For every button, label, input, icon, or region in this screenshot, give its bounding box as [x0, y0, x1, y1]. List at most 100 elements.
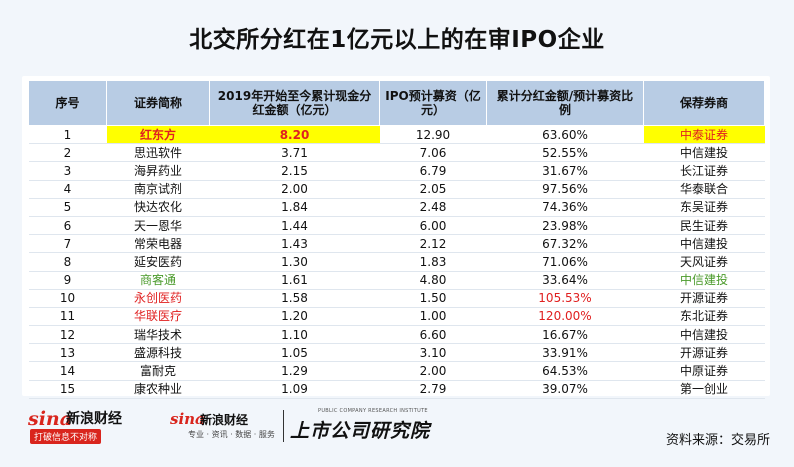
- cell-name: 盛源科技: [106, 343, 210, 363]
- research-institute-logo: PUBLIC COMPANY RESEARCH INSTITUTE 上市公司研究…: [290, 404, 430, 446]
- table-container: 序号 证券简称 2019年开始至今累计现金分红金额（亿元） IPO预计募资（亿元…: [22, 76, 770, 399]
- header-dividend: 2019年开始至今累计现金分红金额（亿元）: [209, 80, 380, 126]
- sina2-logo-cn: 新浪财经: [200, 413, 249, 427]
- cell-ratio: 71.06%: [486, 252, 644, 272]
- table-row: 13 盛源科技 1.05 3.10 33.91% 开源证券: [28, 343, 765, 363]
- cell-ipo: 3.10: [379, 343, 487, 363]
- table-row: 5 快达农化 1.84 2.48 74.36% 东吴证券: [28, 198, 765, 217]
- cell-ipo: 6.79: [379, 161, 487, 181]
- table-row: 1 红东方 8.20 12.90 63.60% 中泰证券: [28, 125, 765, 145]
- header-no: 序号: [28, 80, 107, 126]
- ipo-dividend-table: 序号 证券简称 2019年开始至今累计现金分红金额（亿元） IPO预计募资（亿元…: [28, 80, 765, 399]
- sina-finance-logo-secondary: sina 新浪财经 专业 · 资讯 · 数据 · 服务: [170, 410, 280, 446]
- cell-broker: 中信建投: [643, 234, 765, 254]
- cell-dividend: 1.09: [209, 380, 380, 399]
- table-row: 8 延安医药 1.30 1.83 71.06% 天风证券: [28, 252, 765, 272]
- table-row: 3 海昇药业 2.15 6.79 31.67% 长江证券: [28, 161, 765, 181]
- cell-ratio: 64.53%: [486, 361, 644, 381]
- cell-name: 华联医疗: [106, 307, 210, 327]
- sina-slogan: 打破信息不对称: [30, 429, 102, 444]
- cell-name: 永创医药: [106, 289, 210, 308]
- cell-ipo: 12.90: [379, 125, 487, 145]
- cell-broker: 中信建投: [643, 271, 765, 290]
- cell-ipo: 2.12: [379, 234, 487, 254]
- header-ratio: 累计分红金额/预计募资比例: [486, 80, 644, 126]
- logo-divider: [283, 410, 284, 442]
- sina2-tagline: 专业 · 资讯 · 数据 · 服务: [188, 430, 275, 439]
- table-row: 14 富耐克 1.29 2.00 64.53% 中原证券: [28, 361, 765, 381]
- cell-ipo: 6.60: [379, 325, 487, 345]
- cell-name: 南京试剂: [106, 180, 210, 199]
- cell-dividend: 1.44: [209, 216, 380, 236]
- cell-no: 4: [28, 180, 107, 199]
- cell-no: 3: [28, 161, 107, 181]
- cell-ratio: 52.55%: [486, 143, 644, 163]
- cell-no: 14: [28, 361, 107, 381]
- sina2-logo-word: sina: [170, 410, 205, 428]
- cell-no: 5: [28, 198, 107, 217]
- cell-dividend: 1.10: [209, 325, 380, 345]
- page-title: 北交所分红在1亿元以上的在审IPO企业: [189, 27, 605, 53]
- cell-no: 15: [28, 380, 107, 399]
- cell-broker: 民生证券: [643, 216, 765, 236]
- table-row: 11 华联医疗 1.20 1.00 120.00% 东北证券: [28, 307, 765, 327]
- cell-name: 思迅软件: [106, 143, 210, 163]
- cell-dividend: 1.29: [209, 361, 380, 381]
- table-header-row: 序号 证券简称 2019年开始至今累计现金分红金额（亿元） IPO预计募资（亿元…: [28, 80, 765, 126]
- cell-ratio: 105.53%: [486, 289, 644, 308]
- cell-ipo: 1.50: [379, 289, 487, 308]
- cell-name: 延安医药: [106, 252, 210, 272]
- cell-name: 富耐克: [106, 361, 210, 381]
- table-row: 6 天一恩华 1.44 6.00 23.98% 民生证券: [28, 216, 765, 236]
- cell-broker: 华泰联合: [643, 180, 765, 199]
- cell-broker: 开源证券: [643, 343, 765, 363]
- header-broker: 保荐券商: [643, 80, 765, 126]
- cell-dividend: 1.61: [209, 271, 380, 290]
- cell-no: 2: [28, 143, 107, 163]
- cell-ipo: 2.00: [379, 361, 487, 381]
- cell-dividend: 1.84: [209, 198, 380, 217]
- cell-broker: 开源证券: [643, 289, 765, 308]
- sina-finance-logo: sina 新浪财经 打破信息不对称: [28, 404, 148, 444]
- cell-name: 瑞华技术: [106, 325, 210, 345]
- header-name: 证券简称: [106, 80, 210, 126]
- cell-no: 6: [28, 216, 107, 236]
- cell-ratio: 33.91%: [486, 343, 644, 363]
- cell-ratio: 31.67%: [486, 161, 644, 181]
- table-row: 9 商客通 1.61 4.80 33.64% 中信建投: [28, 271, 765, 290]
- cell-broker: 中信建投: [643, 143, 765, 163]
- cell-dividend: 2.00: [209, 180, 380, 199]
- sina-logo-cn: 新浪财经: [66, 411, 122, 427]
- cell-dividend: 1.05: [209, 343, 380, 363]
- cell-name: 康农种业: [106, 380, 210, 399]
- cell-no: 13: [28, 343, 107, 363]
- cell-dividend: 8.20: [209, 125, 380, 145]
- cell-name: 海昇药业: [106, 161, 210, 181]
- cell-broker: 东北证券: [643, 307, 765, 327]
- cell-broker: 中信建投: [643, 325, 765, 345]
- table-row: 2 思迅软件 3.71 7.06 52.55% 中信建投: [28, 143, 765, 163]
- cell-no: 11: [28, 307, 107, 327]
- table-row: 15 康农种业 1.09 2.79 39.07% 第一创业: [28, 380, 765, 399]
- cell-dividend: 1.58: [209, 289, 380, 308]
- cell-broker: 东吴证券: [643, 198, 765, 217]
- table-row: 4 南京试剂 2.00 2.05 97.56% 华泰联合: [28, 180, 765, 199]
- cell-name: 天一恩华: [106, 216, 210, 236]
- cell-broker: 中泰证券: [643, 125, 765, 145]
- cell-ratio: 16.67%: [486, 325, 644, 345]
- cell-dividend: 1.20: [209, 307, 380, 327]
- cell-no: 9: [28, 271, 107, 290]
- cell-ratio: 97.56%: [486, 180, 644, 199]
- cell-no: 7: [28, 234, 107, 254]
- cell-ipo: 2.05: [379, 180, 487, 199]
- cell-name: 常荣电器: [106, 234, 210, 254]
- cell-name: 红东方: [106, 125, 210, 145]
- cell-broker: 第一创业: [643, 380, 765, 399]
- cell-ratio: 63.60%: [486, 125, 644, 145]
- cell-ratio: 67.32%: [486, 234, 644, 254]
- cell-ipo: 1.00: [379, 307, 487, 327]
- cell-ratio: 33.64%: [486, 271, 644, 290]
- cell-ratio: 74.36%: [486, 198, 644, 217]
- cell-broker: 天风证券: [643, 252, 765, 272]
- cell-broker: 中原证券: [643, 361, 765, 381]
